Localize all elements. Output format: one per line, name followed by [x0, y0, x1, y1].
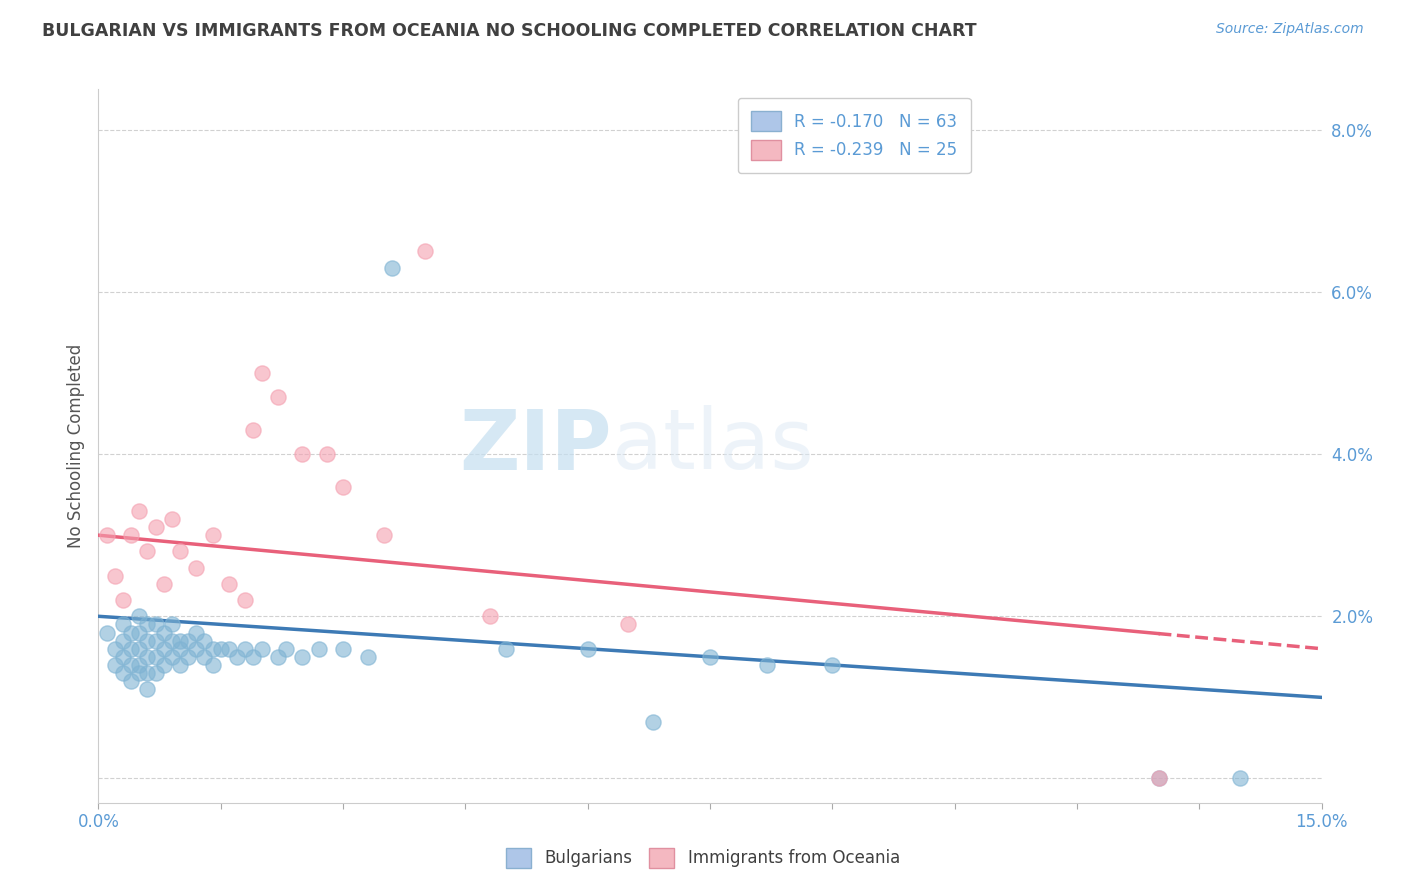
Point: [193, 633, 215, 648]
Point: [120, 641, 142, 656]
Point: [291, 649, 314, 664]
Point: [641, 714, 664, 729]
Point: [756, 657, 779, 672]
Point: [186, 560, 208, 574]
Point: [218, 577, 240, 591]
Point: [1147, 772, 1170, 786]
Point: [250, 366, 273, 380]
Point: [1229, 772, 1251, 786]
Point: [145, 633, 167, 648]
Point: [413, 244, 436, 259]
Legend: R = -0.170   N = 63, R = -0.239   N = 25: R = -0.170 N = 63, R = -0.239 N = 25: [738, 97, 970, 173]
Point: [96, 625, 118, 640]
Point: [169, 633, 191, 648]
Point: [152, 641, 174, 656]
Point: [186, 625, 208, 640]
Point: [128, 641, 150, 656]
Point: [177, 633, 200, 648]
Point: [177, 649, 200, 664]
Point: [136, 633, 159, 648]
Y-axis label: No Schooling Completed: No Schooling Completed: [66, 344, 84, 548]
Point: [250, 641, 273, 656]
Text: ZIP: ZIP: [460, 406, 612, 486]
Point: [104, 641, 127, 656]
Point: [128, 609, 150, 624]
Point: [111, 666, 134, 681]
Point: [145, 520, 167, 534]
Point: [136, 666, 159, 681]
Point: [1147, 772, 1170, 786]
Point: [160, 633, 183, 648]
Legend: Bulgarians, Immigrants from Oceania: Bulgarians, Immigrants from Oceania: [499, 841, 907, 875]
Point: [128, 625, 150, 640]
Point: [120, 625, 142, 640]
Point: [233, 593, 256, 607]
Point: [315, 447, 337, 461]
Point: [332, 479, 354, 493]
Point: [201, 641, 224, 656]
Point: [495, 641, 517, 656]
Point: [274, 641, 297, 656]
Point: [120, 657, 142, 672]
Point: [186, 641, 208, 656]
Text: atlas: atlas: [612, 406, 814, 486]
Point: [111, 593, 134, 607]
Point: [96, 528, 118, 542]
Point: [169, 657, 191, 672]
Point: [104, 657, 127, 672]
Point: [145, 666, 167, 681]
Point: [104, 568, 127, 582]
Point: [373, 528, 395, 542]
Point: [381, 260, 404, 275]
Point: [332, 641, 354, 656]
Point: [145, 649, 167, 664]
Point: [152, 577, 174, 591]
Point: [128, 657, 150, 672]
Point: [478, 609, 501, 624]
Point: [169, 544, 191, 558]
Point: [267, 390, 290, 404]
Point: [576, 641, 599, 656]
Point: [160, 617, 183, 632]
Point: [152, 625, 174, 640]
Point: [218, 641, 240, 656]
Point: [136, 544, 159, 558]
Point: [291, 447, 314, 461]
Point: [160, 649, 183, 664]
Point: [160, 512, 183, 526]
Point: [308, 641, 330, 656]
Text: BULGARIAN VS IMMIGRANTS FROM OCEANIA NO SCHOOLING COMPLETED CORRELATION CHART: BULGARIAN VS IMMIGRANTS FROM OCEANIA NO …: [42, 22, 977, 40]
Point: [136, 682, 159, 697]
Point: [209, 641, 232, 656]
Point: [267, 649, 290, 664]
Point: [145, 617, 167, 632]
Point: [169, 641, 191, 656]
Point: [201, 657, 224, 672]
Point: [193, 649, 215, 664]
Point: [136, 649, 159, 664]
Point: [699, 649, 721, 664]
Point: [233, 641, 256, 656]
Point: [617, 617, 640, 632]
Point: [120, 528, 142, 542]
Point: [821, 657, 844, 672]
Point: [152, 657, 174, 672]
Point: [111, 633, 134, 648]
Text: Source: ZipAtlas.com: Source: ZipAtlas.com: [1216, 22, 1364, 37]
Point: [242, 423, 264, 437]
Point: [201, 528, 224, 542]
Point: [136, 617, 159, 632]
Point: [128, 504, 150, 518]
Point: [111, 617, 134, 632]
Point: [120, 674, 142, 689]
Point: [111, 649, 134, 664]
Point: [242, 649, 264, 664]
Point: [128, 666, 150, 681]
Point: [356, 649, 378, 664]
Point: [226, 649, 249, 664]
